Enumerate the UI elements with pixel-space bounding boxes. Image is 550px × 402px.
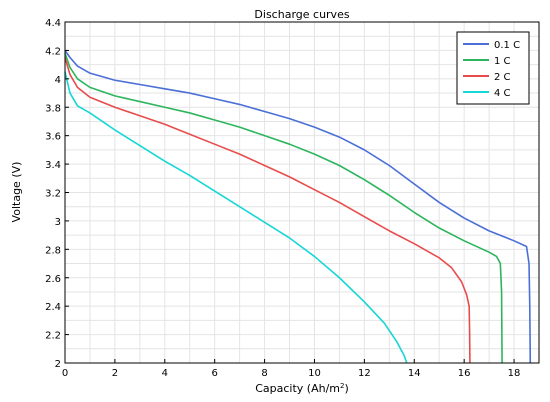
y-tick-label: 2.6 [45, 274, 61, 285]
x-axis-label-sup: 2 [340, 382, 344, 390]
x-tick-label: 0 [62, 368, 68, 379]
legend: 0.1 C 1 C 2 C 4 C [456, 31, 530, 105]
y-tick-label: 3.4 [45, 160, 61, 171]
x-tick-label: 10 [308, 368, 321, 379]
axis-ticks: 0 2 4 6 8 10 12 14 16 1822.22.42.62.833.23.43.63.… [45, 18, 520, 379]
x-axis-label: Capacity (Ah/m2) [255, 382, 349, 395]
y-axis-label: Voltage (V) [10, 162, 23, 223]
x-tick-label: 14 [408, 368, 421, 379]
series-line-0-1-c [64, 49, 532, 364]
legend-label: 2 C [494, 72, 511, 83]
chart-title: Discharge curves [254, 8, 349, 21]
series-lines [64, 49, 532, 364]
y-tick-label: 3.2 [45, 189, 61, 200]
legend-label: 4 C [494, 88, 511, 99]
x-tick-label: 16 [458, 368, 471, 379]
series-line-1-c [64, 52, 503, 364]
y-tick-label: 3.6 [45, 132, 61, 143]
x-tick-label: 18 [508, 368, 521, 379]
y-tick-label: 3.8 [45, 103, 61, 114]
y-tick-label: 2.4 [45, 302, 61, 313]
legend-label: 0.1 C [494, 40, 520, 51]
x-tick-label: 4 [162, 368, 168, 379]
series-line-2-c [64, 57, 471, 364]
y-tick-label: 4.4 [45, 18, 61, 29]
x-axis-label-end: ) [344, 382, 348, 395]
x-tick-label: 6 [211, 368, 217, 379]
y-tick-label: 2.8 [45, 245, 61, 256]
series-line-4-c [64, 71, 408, 364]
y-tick-label: 2 [55, 359, 61, 370]
x-tick-label: 12 [358, 368, 371, 379]
y-tick-label: 3 [55, 217, 61, 228]
y-tick-label: 4.2 [45, 46, 61, 57]
x-tick-label: 2 [112, 368, 118, 379]
x-axis-label-main: Capacity (Ah/m [255, 382, 340, 395]
x-tick-label: 8 [261, 368, 267, 379]
legend-label: 1 C [494, 56, 511, 67]
y-tick-label: 4 [55, 75, 61, 86]
y-tick-label: 2.2 [45, 331, 61, 342]
